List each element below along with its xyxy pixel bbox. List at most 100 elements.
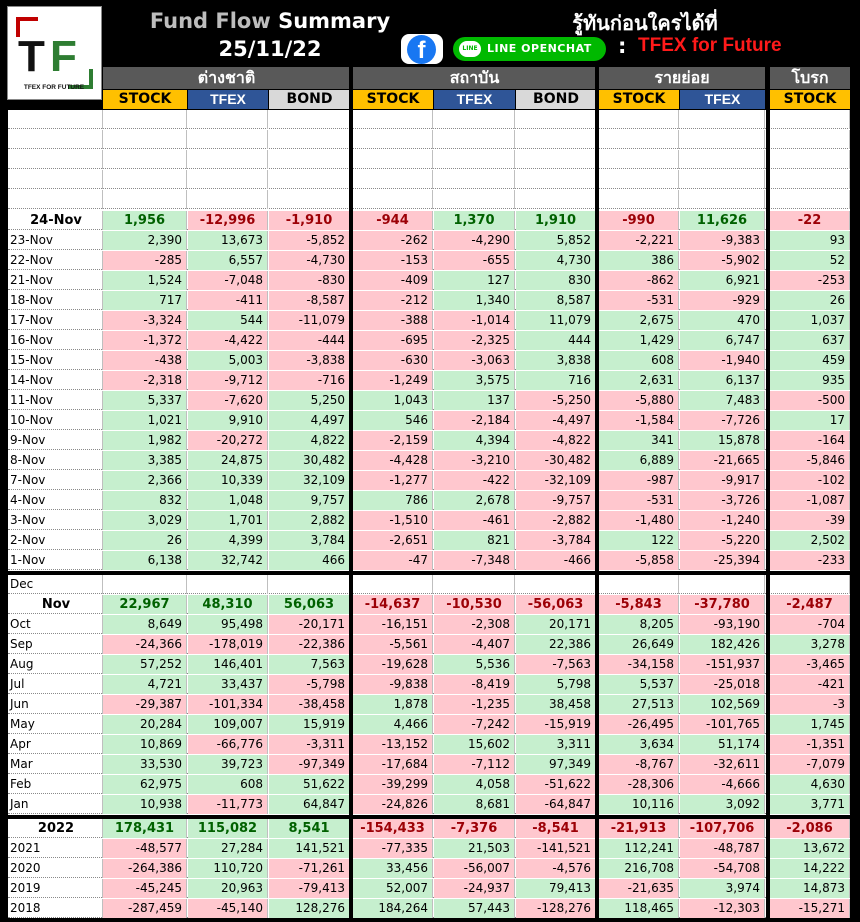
cell-tfex: -9,712 [188,371,268,390]
cell-tfex: 470 [680,311,765,330]
header: Fund Flow Summary 25/11/22 รู้ทันก่อนใคร… [0,0,860,67]
cell-bond: 5,250 [269,391,350,410]
cell-tfex: 821 [434,531,515,550]
cell-bond: -79,413 [269,879,350,898]
cell-stock: 27,513 [599,695,679,714]
cell-bond: -30,482 [516,451,596,470]
cell-bond: 51,622 [269,775,350,794]
row-label: May [8,715,103,734]
cell-tfex: -66,776 [188,735,268,754]
cell-tfex: 6,921 [680,271,765,290]
facebook-icon[interactable]: f [401,34,443,64]
cell-stock: 14,222 [770,859,850,878]
cell-tfex: 3,575 [434,371,515,390]
cell-stock: 57,252 [103,655,187,674]
cell-bond [269,130,350,149]
cell-stock: -22 [770,211,850,230]
cell-tfex: -929 [680,291,765,310]
cell-tfex: 21,503 [434,839,515,858]
cell-stock: 22,967 [103,595,187,614]
cell-bond [516,150,596,169]
table-row: 1-Nov 6,138 32,742 466 -47 -7,348 -466 -5,858 -2… [8,551,850,570]
cell-tfex: -101,765 [680,715,765,734]
cell-tfex: -7,242 [434,715,515,734]
cell-tfex: 7,483 [680,391,765,410]
cell-bond: 4,730 [516,251,596,270]
subheader-bond: BOND [269,90,350,109]
cell-tfex: -4,290 [434,231,515,250]
cell-tfex: -12,303 [680,899,765,918]
cell-bond: -4,497 [516,411,596,430]
line-openchat-badge[interactable]: LINE LINE OPENCHAT [453,37,606,61]
cell-bond: -56,063 [516,595,596,614]
logo-bracket-red [16,17,38,37]
cell-tfex: 57,443 [434,899,515,918]
cell-stock: -531 [599,291,679,310]
cell-bond: 3,311 [516,735,596,754]
cell-tfex: -4,422 [188,331,268,350]
table-row [8,170,850,189]
cell-bond [269,170,350,189]
cell-stock [103,170,187,189]
summary-row: 24-Nov 1,956 -12,996 -1,910 -944 1,370 1,910 -9… [8,211,850,230]
table-row: Jan 10,938 -11,773 64,847 -24,826 8,681 -64,84… [8,795,850,814]
cell-stock: -5,880 [599,391,679,410]
right-border [850,67,860,922]
cell-bond: 38,458 [516,695,596,714]
cell-tfex: -8,419 [434,675,515,694]
cell-tfex: -5,902 [680,251,765,270]
cell-tfex: -10,530 [434,595,515,614]
cell-tfex: -1,940 [680,351,765,370]
cell-tfex: -7,348 [434,551,515,570]
row-label: 2020 [8,859,103,878]
cell-stock: -154,433 [353,819,433,838]
cell-stock: -24,366 [103,635,187,654]
cell-bond: 5,798 [516,675,596,694]
cell-stock: -287,459 [103,899,187,918]
cell-stock: 6,138 [103,551,187,570]
group-divider [349,67,353,922]
group-divider [766,67,770,922]
table-row: Dec [8,575,850,594]
cell-bond: 7,563 [269,655,350,674]
row-label: Dec [8,575,103,594]
cell-tfex [680,110,765,129]
cell-bond: 2,882 [269,511,350,530]
subheader-stock: STOCK [599,90,679,109]
cell-stock: 786 [353,491,433,510]
cell-stock: -2,487 [770,595,850,614]
cell-bond: 3,784 [269,531,350,550]
table-row: 8-Nov 3,385 24,875 30,482 -4,428 -3,210 -30,48… [8,451,850,470]
cell-stock: 637 [770,331,850,350]
cell-tfex: 608 [188,775,268,794]
cell-tfex: -37,780 [680,595,765,614]
cell-tfex: 11,626 [680,211,765,230]
cell-stock: -212 [353,291,433,310]
cell-stock: -1,372 [103,331,187,350]
cell-tfex [434,190,515,209]
subheader-bond: BOND [516,90,596,109]
table-row: 3-Nov 3,029 1,701 2,882 -1,510 -461 -2,882 -1,4… [8,511,850,530]
cell-tfex: 127 [434,271,515,290]
row-label [8,130,103,149]
cell-stock: 1,745 [770,715,850,734]
cell-stock: 5,537 [599,675,679,694]
subheader-tfex: TFEX [434,90,515,109]
row-label: Sep [8,635,103,654]
cell-bond: 141,521 [269,839,350,858]
cell-tfex: 27,284 [188,839,268,858]
cell-bond: -128,276 [516,899,596,918]
cell-bond: -9,757 [516,491,596,510]
row-label [8,110,103,129]
cell-stock: -1,480 [599,511,679,530]
cell-tfex: 6,137 [680,371,765,390]
cell-bond: 8,541 [269,819,350,838]
cell-stock: -17,684 [353,755,433,774]
cell-bond [269,190,350,209]
cell-bond: -1,910 [269,211,350,230]
table-row: 22-Nov -285 6,557 -4,730 -153 -655 4,730 386 -5,… [8,251,850,270]
cell-stock: 2,390 [103,231,187,250]
table-row: 11-Nov 5,337 -7,620 5,250 1,043 137 -5,250 -5,8… [8,391,850,410]
row-label: 17-Nov [8,311,103,330]
row-label: 22-Nov [8,251,103,270]
